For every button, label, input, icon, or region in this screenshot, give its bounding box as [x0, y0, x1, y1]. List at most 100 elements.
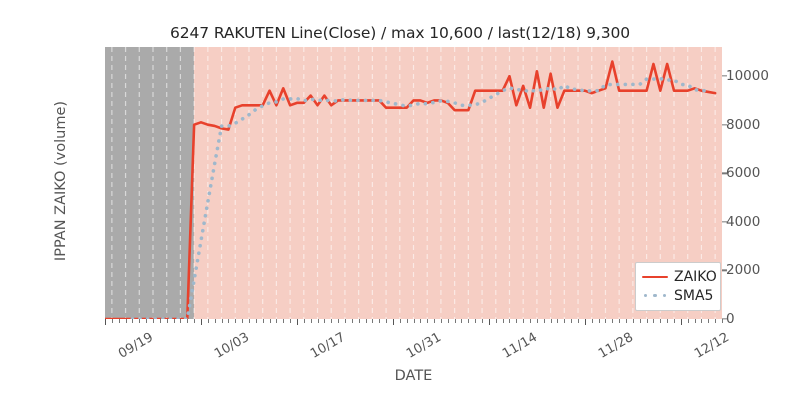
x-axis-minor-tick: [502, 319, 504, 323]
x-axis-minor-tick: [180, 319, 182, 323]
x-axis-tick-label: 10/03: [211, 330, 252, 362]
y-axis-tick-mark: [722, 221, 727, 223]
x-axis-major-tick: [488, 319, 491, 325]
x-axis-minor-tick: [722, 319, 723, 323]
x-axis-minor-tick: [283, 319, 285, 323]
y-axis-tick-mark: [722, 269, 727, 272]
x-axis-minor-tick: [639, 319, 641, 323]
x-axis-major-tick: [105, 319, 107, 325]
x-axis-minor-tick: [406, 319, 408, 323]
x-axis-minor-tick: [324, 319, 326, 323]
legend-item-sma5[interactable]: SMA5: [642, 286, 714, 305]
x-axis-minor-tick: [674, 319, 675, 323]
x-axis-minor-tick: [427, 319, 429, 323]
x-axis-minor-tick: [434, 319, 436, 323]
x-axis-minor-tick: [571, 319, 573, 323]
x-axis-minor-tick: [605, 319, 607, 323]
x-axis-minor-tick: [612, 319, 614, 323]
x-axis-minor-tick: [598, 319, 600, 323]
y-axis-label: IPPAN ZAIKO (volume): [53, 100, 69, 262]
x-axis-minor-tick: [365, 319, 367, 323]
legend-label-zaiko: ZAIKO: [674, 268, 717, 285]
x-axis-minor-tick: [399, 319, 401, 323]
x-axis-minor-tick: [591, 319, 593, 323]
x-axis-minor-tick: [125, 319, 127, 323]
x-axis-minor-tick: [194, 319, 196, 323]
y-axis-tick-mark: [722, 124, 727, 126]
x-axis-minor-tick: [660, 319, 662, 323]
legend-label-sma5: SMA5: [674, 287, 714, 304]
x-axis-major-tick: [392, 319, 395, 325]
plot-area: [105, 47, 722, 319]
series-lines: [105, 60, 717, 319]
x-axis-minor-tick: [221, 319, 223, 323]
x-axis-minor-tick: [235, 319, 237, 323]
x-axis-minor-tick: [543, 319, 545, 323]
x-axis-minor-tick: [687, 319, 689, 323]
y-axis-tick-label: 2000: [726, 262, 761, 279]
x-axis-minor-tick: [578, 319, 580, 323]
x-axis-minor-tick: [276, 319, 278, 323]
x-axis-minor-tick: [262, 319, 264, 323]
x-axis-minor-tick: [248, 319, 250, 323]
x-axis-minor-tick: [386, 319, 388, 323]
shaded-no-data-region: [105, 47, 195, 319]
x-axis-minor-tick: [166, 319, 168, 323]
x-axis-tick-label: 12/12: [691, 330, 732, 362]
x-axis-minor-tick: [358, 319, 360, 323]
y-axis-tick-label: 4000: [726, 213, 761, 230]
x-axis-minor-tick: [694, 319, 696, 323]
x-axis-tick-label: 11/14: [499, 330, 540, 362]
y-axis-tick-mark: [722, 172, 727, 174]
x-axis-minor-tick: [454, 319, 456, 323]
x-axis-minor-tick: [523, 319, 525, 323]
x-axis-minor-tick: [708, 319, 710, 323]
x-axis-minor-tick: [228, 319, 230, 323]
x-axis-tick-label: 10/31: [403, 330, 444, 362]
x-axis-minor-tick: [482, 319, 484, 323]
x-axis-minor-tick: [242, 319, 244, 323]
x-axis-minor-tick: [111, 319, 113, 323]
x-axis-minor-tick: [646, 319, 648, 323]
y-axis-tick-label: 8000: [726, 116, 761, 133]
x-axis-minor-tick: [530, 319, 532, 323]
x-axis-major-tick: [200, 319, 203, 325]
x-axis-minor-tick: [653, 319, 655, 323]
x-axis-tick-label: 09/19: [116, 330, 156, 362]
x-axis-minor-tick: [187, 319, 189, 323]
x-axis-minor-tick: [715, 319, 717, 323]
x-axis-minor-tick: [413, 319, 415, 323]
legend-swatch-zaiko-icon: [642, 271, 668, 283]
x-axis-minor-tick: [701, 319, 703, 323]
x-axis-minor-tick: [173, 319, 175, 323]
y-axis-tick-mark: [722, 75, 727, 77]
y-axis-tick-label: 0: [726, 311, 735, 327]
x-axis-minor-tick: [619, 319, 621, 323]
x-axis-minor-tick: [550, 319, 552, 323]
x-axis-minor-tick: [447, 319, 449, 323]
x-axis-minor-tick: [290, 319, 292, 323]
x-axis-minor-tick: [632, 319, 634, 323]
x-axis-minor-tick: [255, 319, 257, 323]
x-axis-minor-tick: [536, 319, 538, 323]
x-axis-minor-tick: [214, 319, 216, 323]
x-axis-minor-tick: [557, 319, 559, 323]
x-axis-minor-tick: [317, 319, 319, 323]
x-axis-minor-tick: [269, 319, 271, 323]
x-axis-minor-tick: [344, 319, 346, 323]
y-axis-tick-label: 10000: [726, 68, 769, 85]
legend-item-zaiko[interactable]: ZAIKO: [642, 267, 717, 286]
x-axis-minor-tick: [626, 319, 628, 323]
x-axis-major-tick: [584, 319, 587, 325]
x-axis-minor-tick: [207, 319, 209, 323]
chart-title: 6247 RAKUTEN Line(Close) / max 10,600 / …: [169, 24, 631, 42]
chart-legend[interactable]: ZAIKO SMA5: [635, 262, 721, 311]
x-axis-minor-tick: [118, 319, 120, 323]
y-axis-tick-label: 6000: [726, 165, 761, 182]
x-axis-minor-tick: [152, 319, 154, 323]
x-axis-minor-tick: [331, 319, 333, 323]
x-axis-minor-tick: [495, 319, 497, 323]
x-axis-minor-tick: [372, 319, 374, 323]
x-axis-minor-tick: [351, 319, 353, 323]
